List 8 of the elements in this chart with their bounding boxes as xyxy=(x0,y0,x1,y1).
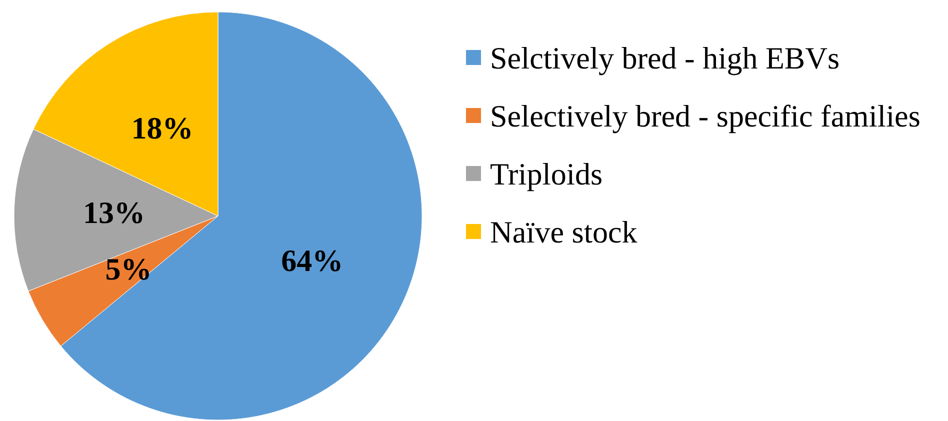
legend-label: Selectively bred - specific families xyxy=(490,98,920,134)
data-label: 5% xyxy=(105,251,152,286)
data-label: 18% xyxy=(131,110,194,146)
legend-label: Selctively bred - high EBVs xyxy=(490,40,840,76)
legend-label: Triploids xyxy=(490,156,603,192)
data-label: 13% xyxy=(83,195,146,230)
data-label: 64% xyxy=(281,242,344,278)
legend-label: Naïve stock xyxy=(490,214,638,250)
